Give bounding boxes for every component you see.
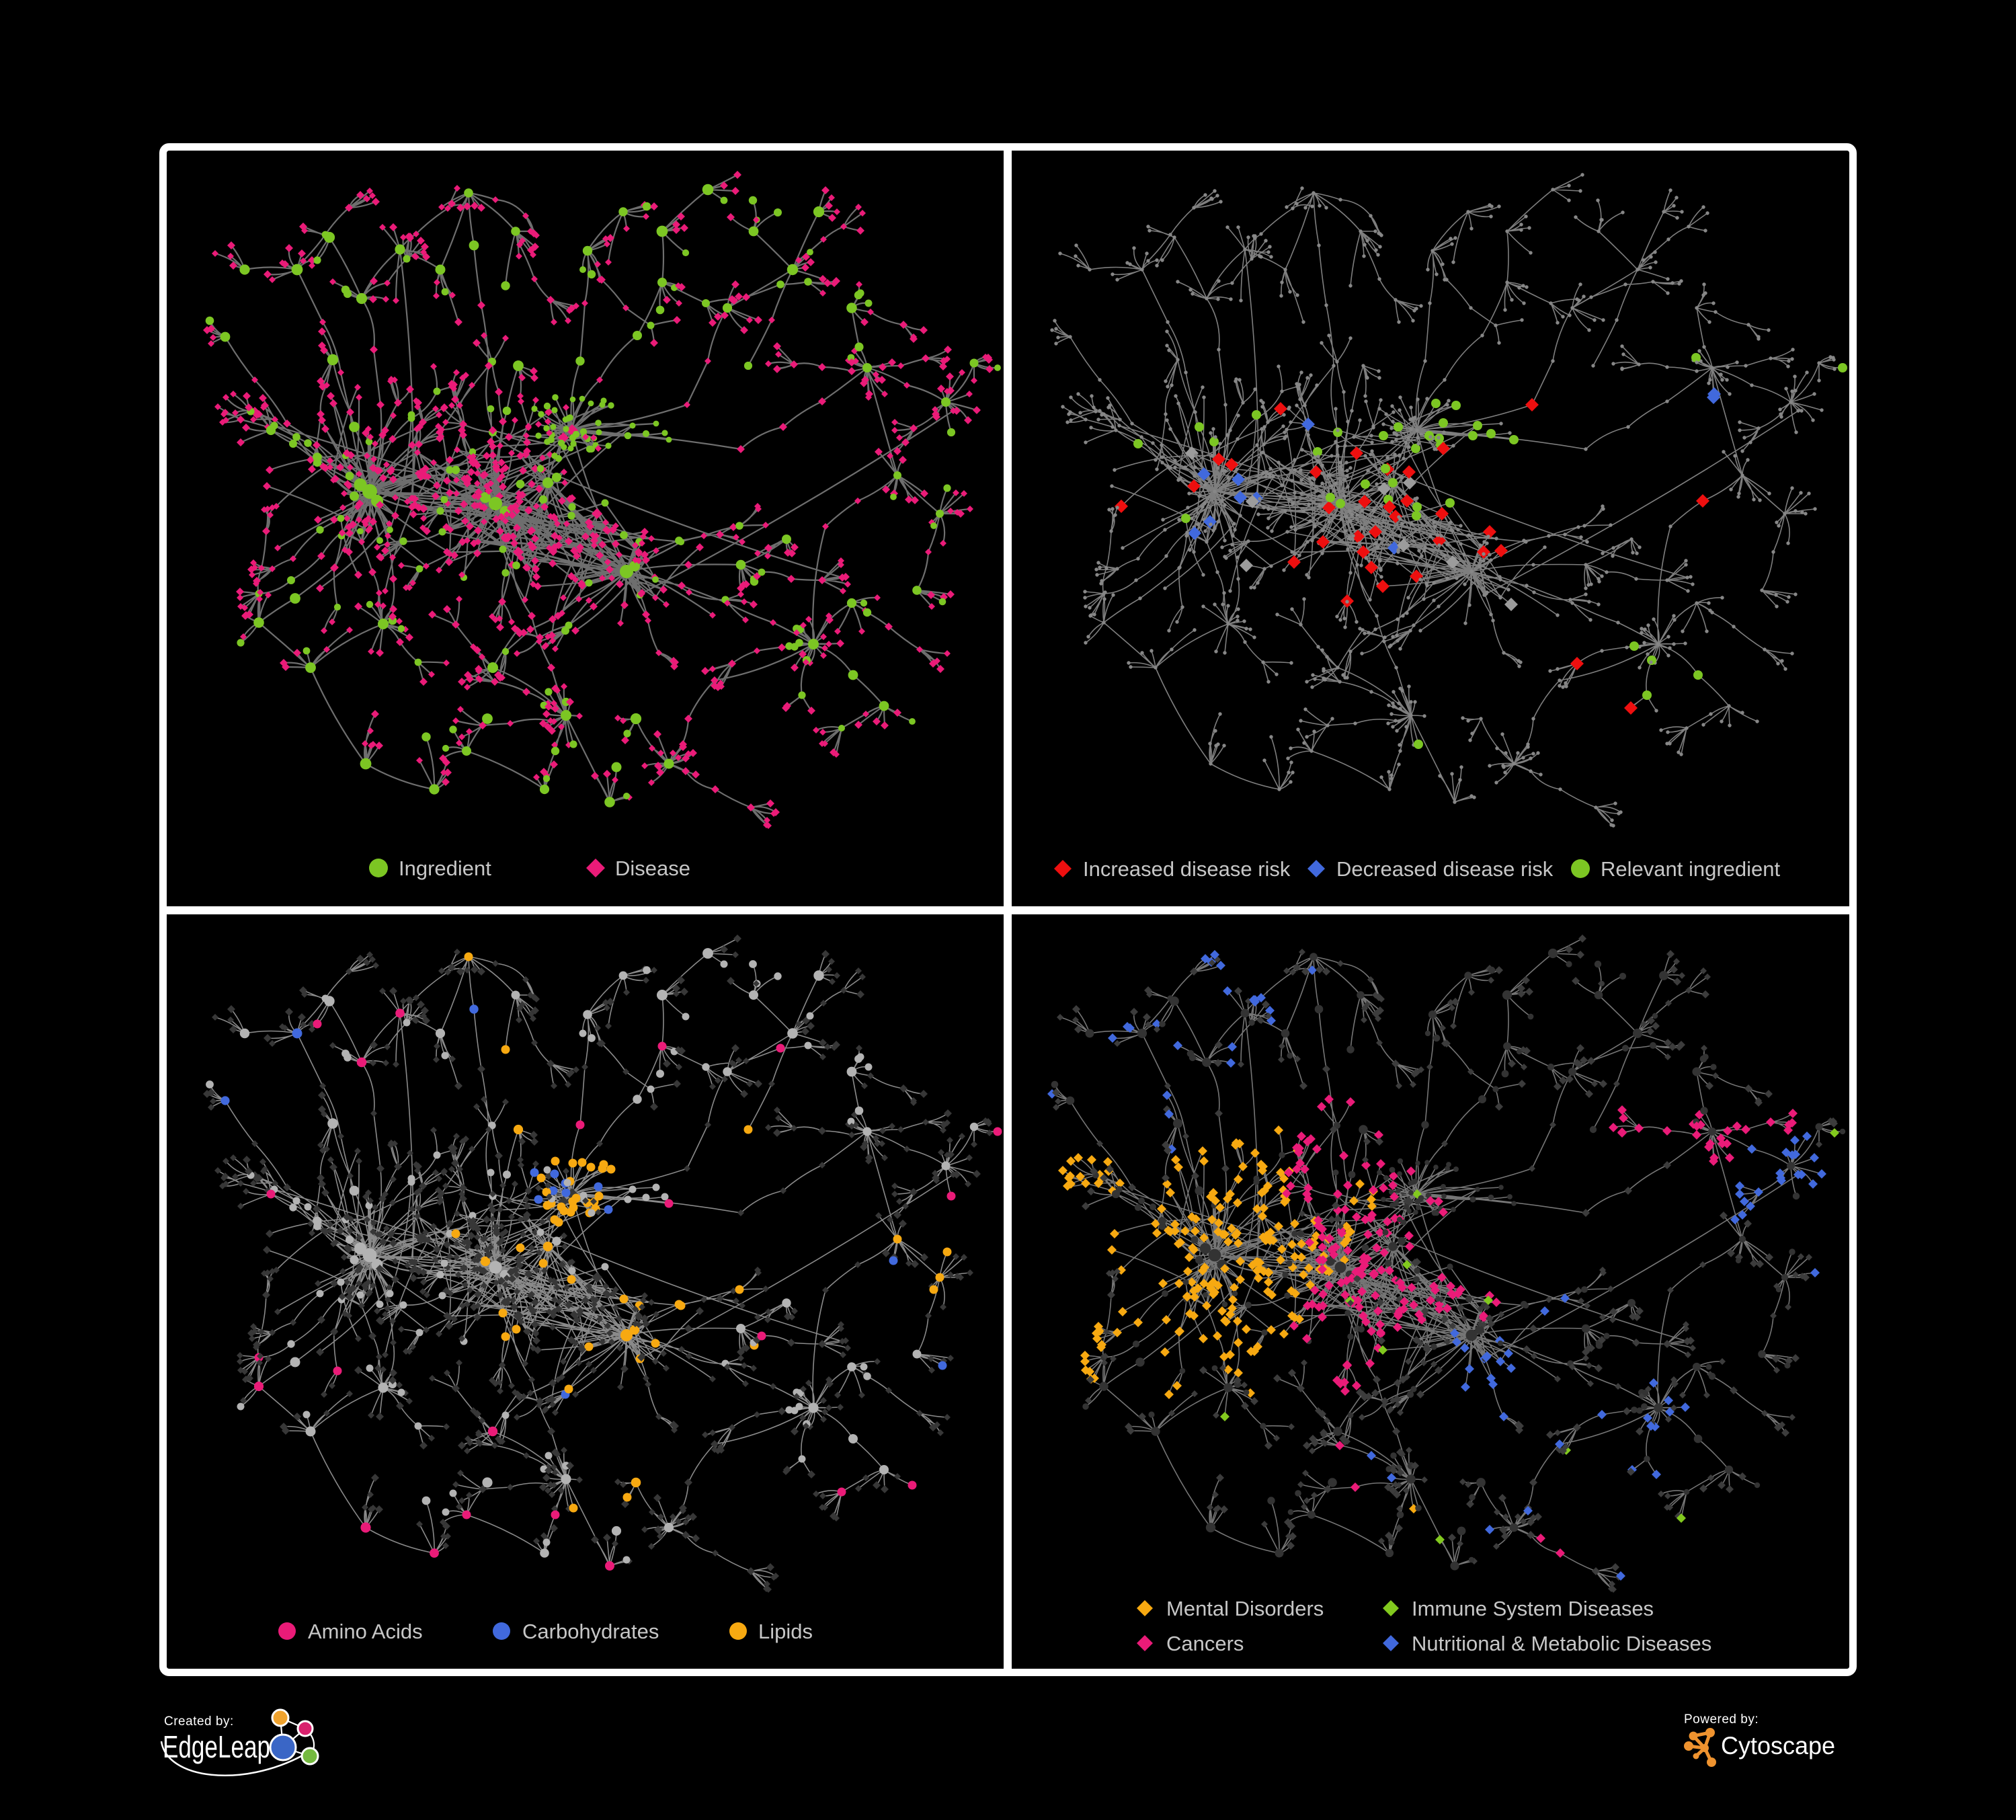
svg-text:Decreased disease risk: Decreased disease risk xyxy=(1336,857,1554,881)
svg-text:Relevant ingredient: Relevant ingredient xyxy=(1601,857,1781,881)
svg-text:Immune System Diseases: Immune System Diseases xyxy=(1412,1597,1654,1620)
svg-text:Created by:: Created by: xyxy=(164,1714,234,1729)
svg-text:Amino Acids: Amino Acids xyxy=(308,1620,423,1643)
svg-text:Increased disease risk: Increased disease risk xyxy=(1083,857,1291,881)
svg-text:EdgeLeap: EdgeLeap xyxy=(163,1729,270,1764)
svg-text:Mental Disorders: Mental Disorders xyxy=(1166,1597,1324,1620)
svg-text:Powered by:: Powered by: xyxy=(1684,1712,1759,1727)
svg-text:Ingredient: Ingredient xyxy=(399,857,491,880)
svg-text:Cancers: Cancers xyxy=(1166,1632,1244,1655)
svg-text:Nutritional & Metabolic Diseas: Nutritional & Metabolic Diseases xyxy=(1412,1632,1711,1655)
svg-text:Lipids: Lipids xyxy=(758,1620,813,1643)
svg-text:Disease: Disease xyxy=(615,857,690,880)
svg-text:Carbohydrates: Carbohydrates xyxy=(522,1620,659,1643)
svg-text:Cytoscape: Cytoscape xyxy=(1721,1732,1835,1759)
